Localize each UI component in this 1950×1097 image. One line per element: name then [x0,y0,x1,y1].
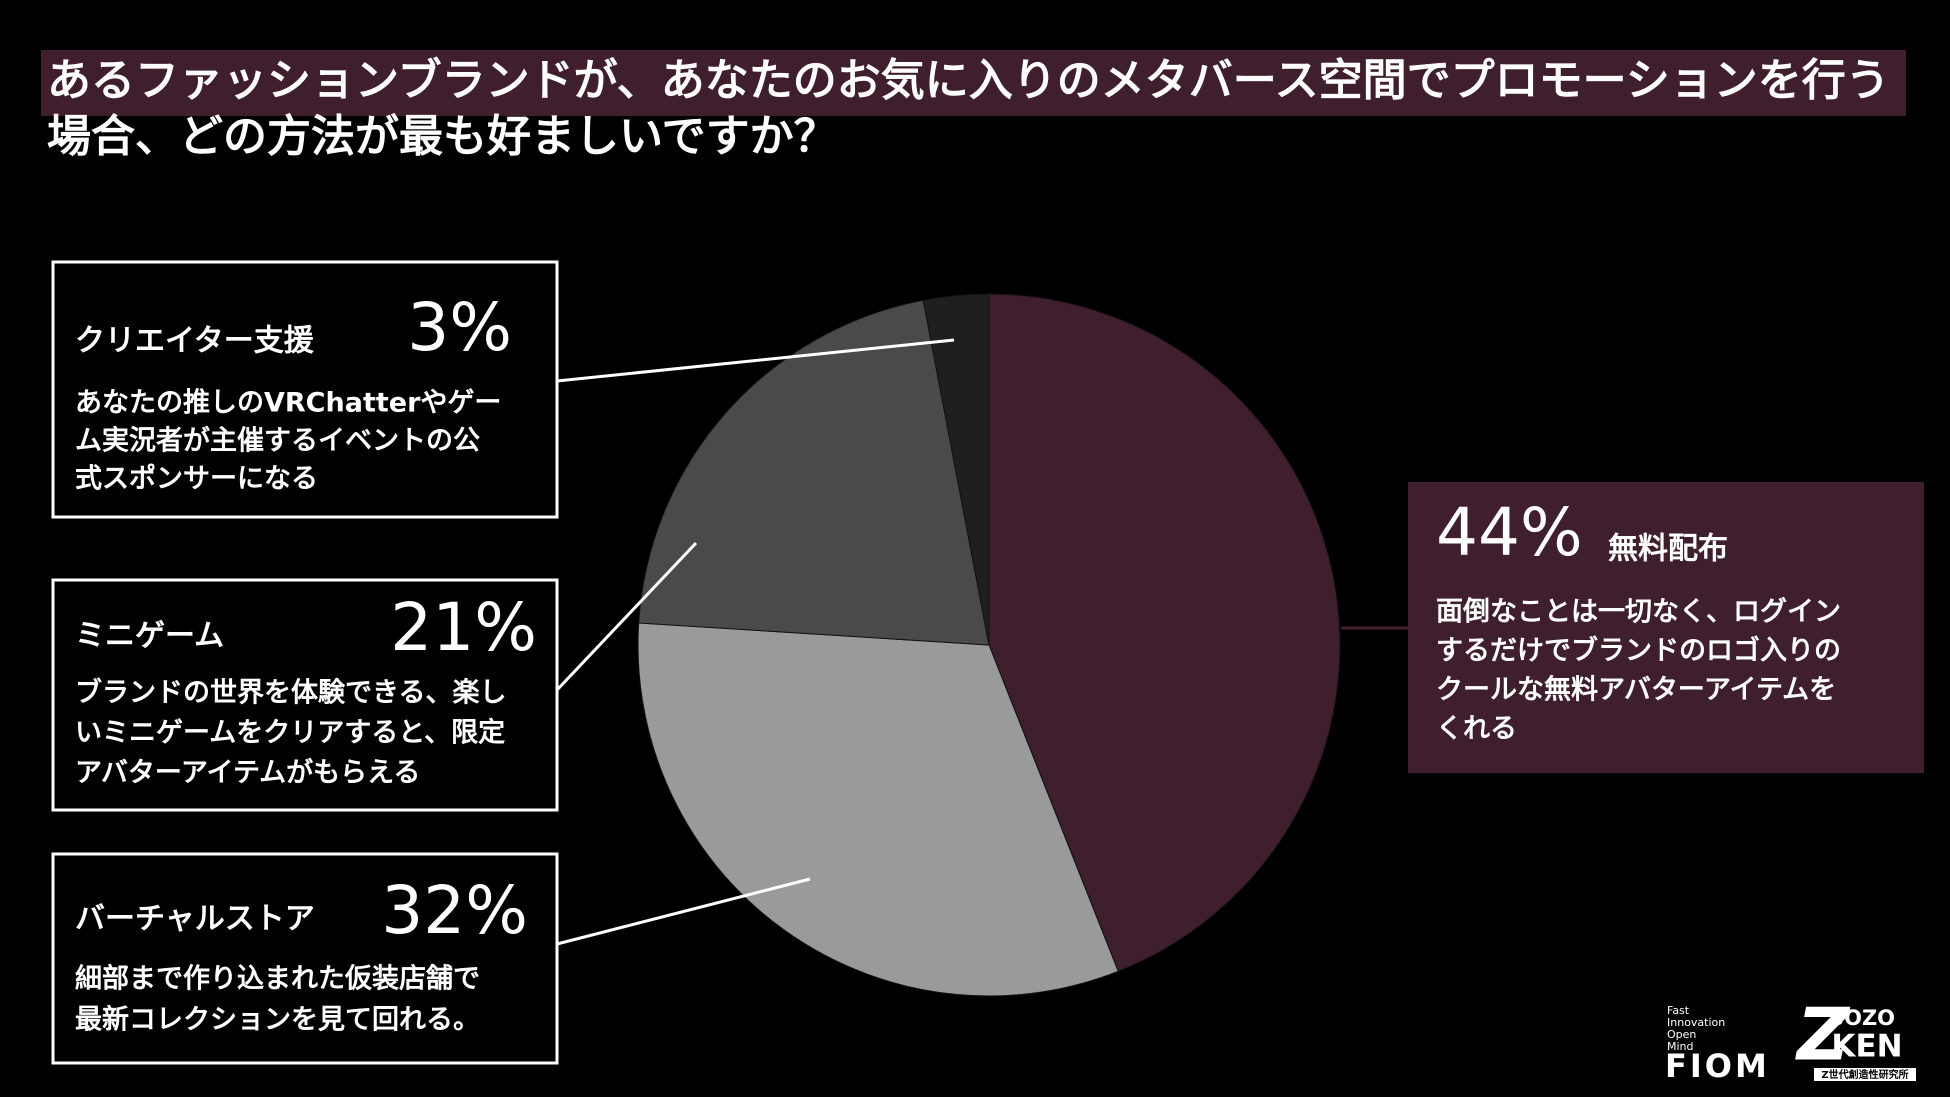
description: いミニゲームをクリアすると、限定 [75,717,505,749]
category-label: ミニゲーム [75,619,224,654]
description: 式スポンサーになる [75,464,318,495]
category-label: 無料配布 [1608,532,1728,567]
description: 面倒なことは一切なく、ログイン [1436,596,1841,628]
description: くれる [1436,714,1517,745]
label-box [51,260,559,519]
pie-slice [988,293,1341,973]
logo-mark: Z [1795,993,1851,1077]
category-label: バーチャルストア [75,902,315,937]
logo-text: FIOM [1665,1047,1770,1085]
chart-title: 場合、どの方法が最も好ましいですか？ [47,111,838,162]
description: ム実況者が主催するイベントの公 [75,425,480,457]
leader-line [555,541,698,692]
value-label: 32% [381,872,528,949]
label-box [51,852,559,1065]
description: 最新コレクションを見て回れる。 [75,1004,480,1036]
value-label: 3% [407,289,512,366]
title-highlight [41,50,1906,116]
logo-band [1814,1068,1916,1081]
description: アバターアイテムがもらえる [75,757,420,789]
logo-text: Innovation [1667,1016,1725,1029]
description: するだけでブランドのロゴ入りの [1436,635,1841,667]
pie-slice [637,622,1119,997]
logo-text: Mind [1667,1040,1694,1053]
logo-text: KEN [1831,1029,1902,1065]
description: あなたの推しのVRChatterやゲー [75,388,501,419]
pie-slice [638,299,990,646]
label-box [51,578,559,812]
chart-title: あるファッションブランドが、あなたのお気に入りのメタバース空間でプロモーションを… [47,55,1890,106]
leader-line [556,338,955,383]
leader-line [556,877,811,946]
description: ブランドの世界を体験できる、楽し [75,677,506,709]
description: クールな無料アバターアイテムを [1436,675,1836,706]
zken-logo: Z SOZO KEN Z世代創造性研究所 [1795,993,1916,1081]
logo-text: SOZO [1829,1006,1895,1030]
value-label: 21% [390,589,537,666]
category-label: クリエイター支援 [75,324,315,359]
description: 細部まで作り込まれた仮装店舗で [75,963,480,995]
value-label: 44% [1436,494,1583,571]
logo-text: Open [1667,1028,1696,1041]
logo-text: Z世代創造性研究所 [1821,1068,1908,1081]
pie-slice [922,293,990,646]
fiom-logo: Fast Innovation Open Mind FIOM [1665,1004,1770,1085]
label-box [1408,482,1924,773]
logo-text: Fast [1667,1004,1690,1017]
